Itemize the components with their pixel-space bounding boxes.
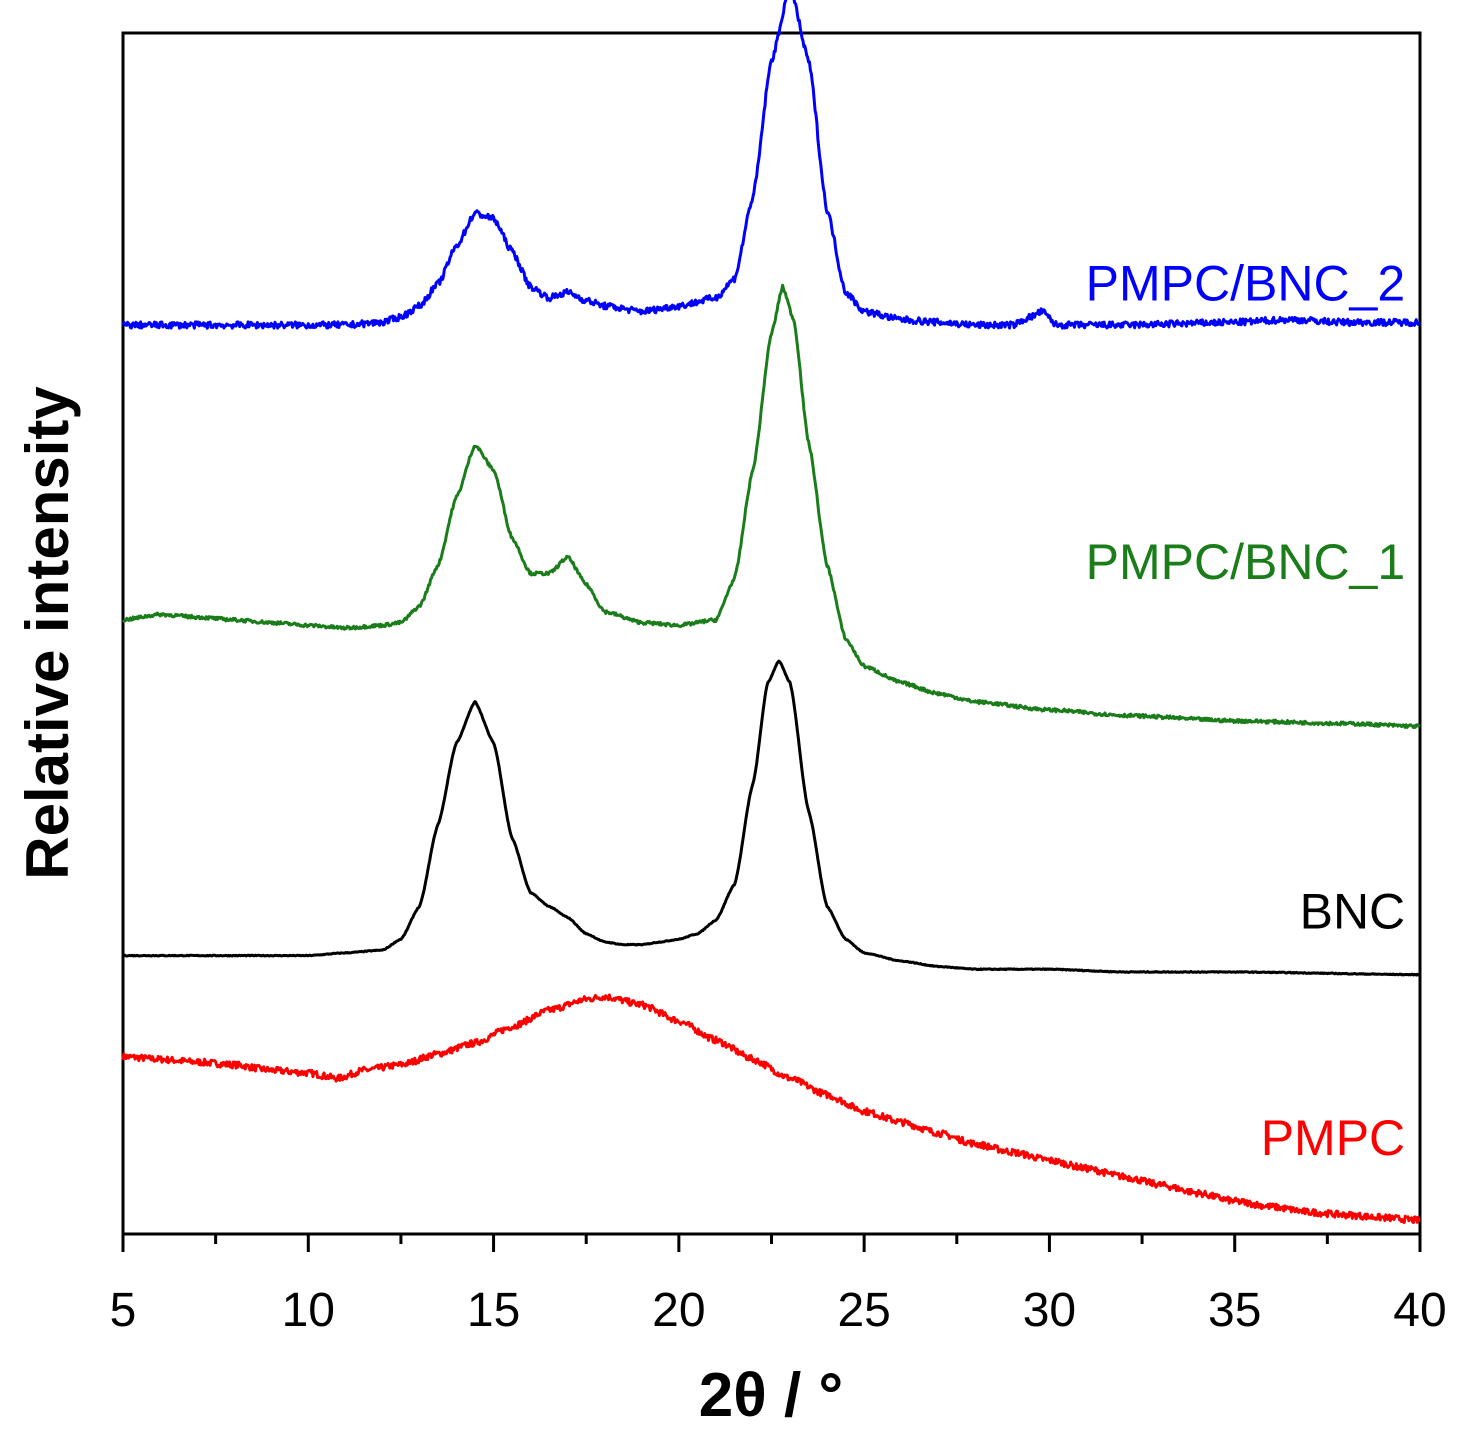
x-tick-label: 20 xyxy=(652,1284,705,1337)
series-label-pmpc: PMPC xyxy=(1261,1110,1405,1166)
series-group xyxy=(121,0,1421,1225)
series-labels: PMPC BNC PMPC/BNC_1 PMPC/BNC_2 xyxy=(1086,255,1406,1165)
series-label-bnc: BNC xyxy=(1300,883,1406,939)
series-line-bnc xyxy=(122,659,1421,977)
x-tick-label: 15 xyxy=(467,1284,520,1337)
x-axis-ticks: 5 10 15 20 25 30 35 40 xyxy=(110,1234,1447,1337)
x-tick-label: 10 xyxy=(282,1284,335,1337)
x-tick-label: 30 xyxy=(1023,1284,1076,1337)
x-tick-label: 25 xyxy=(837,1284,890,1337)
series-line-pmpc-bnc-1 xyxy=(121,283,1421,730)
x-tick-label: 35 xyxy=(1208,1284,1261,1337)
plot-frame xyxy=(121,31,1422,1236)
x-axis-title: 2θ / ° xyxy=(699,1361,843,1430)
series-label-pmpc-bnc-1: PMPC/BNC_1 xyxy=(1086,534,1406,590)
x-tick-label: 40 xyxy=(1393,1284,1446,1337)
y-axis-title: Relative intensity xyxy=(14,386,81,880)
series-label-pmpc-bnc-2: PMPC/BNC_2 xyxy=(1086,255,1406,311)
series-line-pmpc xyxy=(121,993,1421,1225)
series-line-pmpc-bnc-2 xyxy=(121,0,1421,330)
x-tick-label: 5 xyxy=(110,1284,137,1337)
